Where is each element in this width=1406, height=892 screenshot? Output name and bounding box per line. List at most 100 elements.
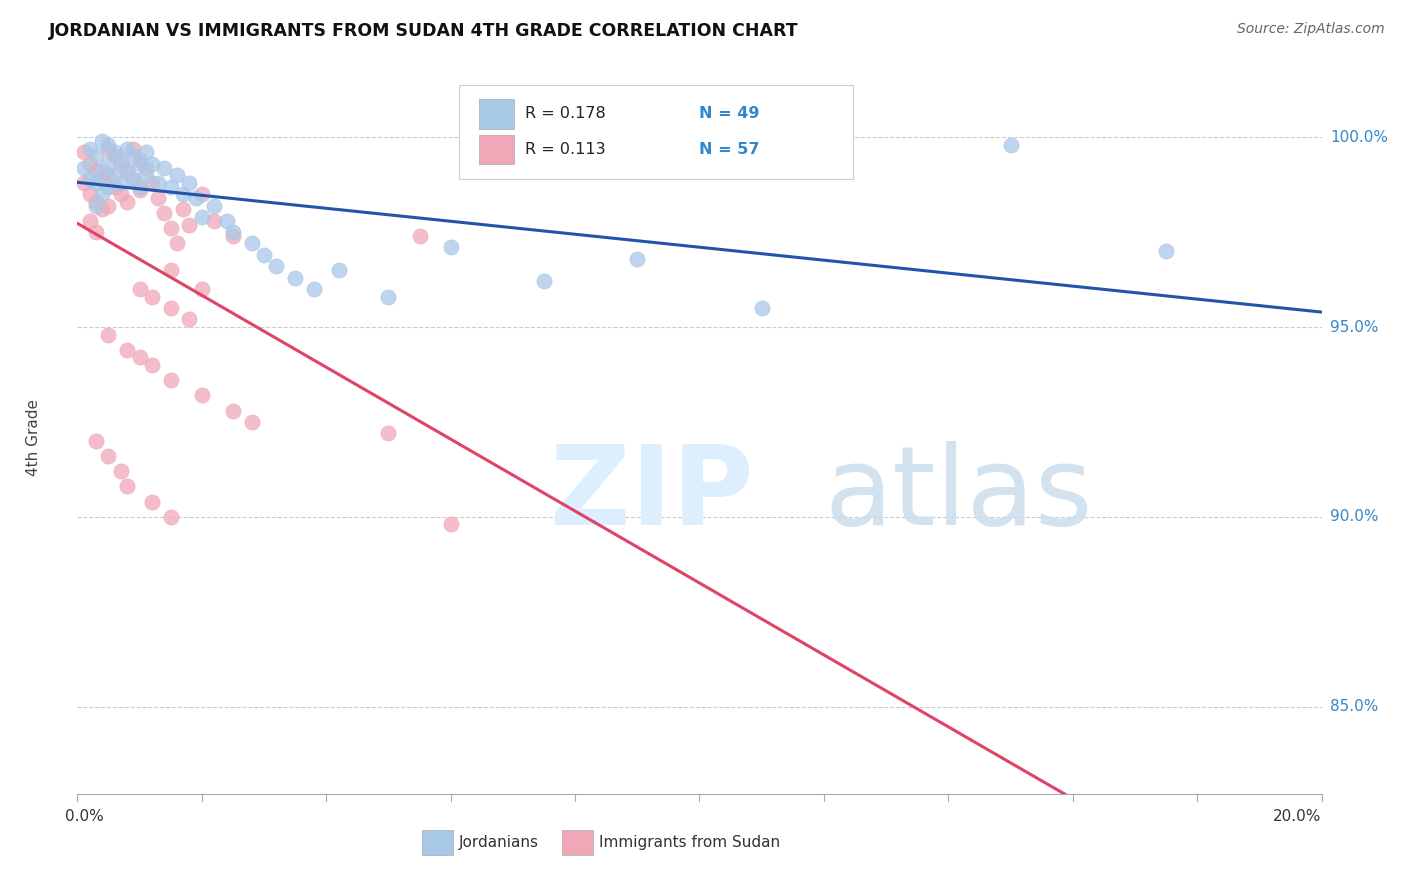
Text: 95.0%: 95.0% [1330, 319, 1378, 334]
Text: 0.0%: 0.0% [65, 809, 104, 824]
Text: JORDANIAN VS IMMIGRANTS FROM SUDAN 4TH GRADE CORRELATION CHART: JORDANIAN VS IMMIGRANTS FROM SUDAN 4TH G… [49, 22, 799, 40]
Text: 20.0%: 20.0% [1274, 809, 1322, 824]
Point [1154, 244, 1177, 258]
Point [84, 194, 107, 209]
Text: 100.0%: 100.0% [1330, 129, 1388, 145]
Text: N = 49: N = 49 [700, 106, 761, 121]
Point [115, 343, 138, 357]
Point [97, 198, 120, 212]
Point [141, 176, 163, 190]
Point [122, 172, 145, 186]
Text: Immigrants from Sudan: Immigrants from Sudan [599, 835, 780, 849]
Point [166, 236, 188, 251]
Point [284, 270, 307, 285]
Point [97, 449, 120, 463]
Point [159, 301, 181, 315]
Point [97, 142, 120, 156]
Point [222, 228, 245, 243]
Point [91, 164, 114, 178]
Point [240, 415, 263, 429]
Point [148, 176, 170, 190]
Point [91, 202, 114, 217]
Point [253, 248, 276, 262]
Point [440, 240, 463, 254]
Point [110, 176, 132, 190]
FancyBboxPatch shape [460, 86, 852, 178]
Point [135, 168, 157, 182]
Point [84, 164, 107, 178]
Point [84, 225, 107, 239]
Point [84, 434, 107, 448]
Point [79, 213, 101, 227]
Point [97, 179, 120, 194]
Point [191, 210, 214, 224]
Point [110, 464, 132, 478]
Text: Source: ZipAtlas.com: Source: ZipAtlas.com [1237, 22, 1385, 37]
Point [148, 191, 170, 205]
Text: atlas: atlas [824, 441, 1092, 548]
Point [191, 282, 214, 296]
Point [79, 172, 101, 186]
Point [72, 176, 94, 190]
Point [91, 134, 114, 148]
Point [141, 290, 163, 304]
Point [72, 161, 94, 175]
Point [377, 426, 399, 441]
Point [179, 312, 201, 326]
Point [122, 142, 145, 156]
Point [91, 187, 114, 202]
Point [72, 145, 94, 160]
Point [91, 172, 114, 186]
Point [141, 494, 163, 508]
Point [84, 149, 107, 163]
Point [440, 517, 463, 532]
Point [191, 388, 214, 402]
Point [172, 187, 194, 202]
FancyBboxPatch shape [479, 135, 515, 164]
Point [1000, 137, 1022, 152]
Point [626, 252, 648, 266]
Text: N = 57: N = 57 [700, 142, 761, 157]
Point [184, 191, 207, 205]
Point [159, 509, 181, 524]
Point [222, 225, 245, 239]
Text: 85.0%: 85.0% [1330, 699, 1378, 714]
Point [115, 142, 138, 156]
Point [141, 157, 163, 171]
Point [135, 161, 157, 175]
Point [122, 172, 145, 186]
Point [97, 137, 120, 152]
Point [79, 187, 101, 202]
Point [215, 213, 238, 227]
Text: ZIP: ZIP [550, 441, 754, 548]
Point [302, 282, 325, 296]
Point [191, 187, 214, 202]
Point [202, 213, 225, 227]
Point [122, 149, 145, 163]
Point [104, 168, 127, 182]
Point [266, 260, 288, 274]
Point [128, 282, 150, 296]
Point [751, 301, 773, 315]
Point [84, 198, 107, 212]
Point [328, 263, 350, 277]
Point [202, 198, 225, 212]
Point [172, 202, 194, 217]
Point [408, 228, 430, 243]
Point [110, 187, 132, 202]
Point [153, 206, 176, 220]
Text: R = 0.113: R = 0.113 [526, 142, 606, 157]
Point [240, 236, 263, 251]
Point [79, 142, 101, 156]
FancyBboxPatch shape [479, 99, 515, 128]
Point [84, 176, 107, 190]
Point [97, 157, 120, 171]
Point [159, 263, 181, 277]
Point [179, 218, 201, 232]
Point [153, 161, 176, 175]
Point [115, 164, 138, 178]
Point [135, 145, 157, 160]
Point [533, 275, 555, 289]
Point [128, 179, 150, 194]
Point [141, 358, 163, 372]
